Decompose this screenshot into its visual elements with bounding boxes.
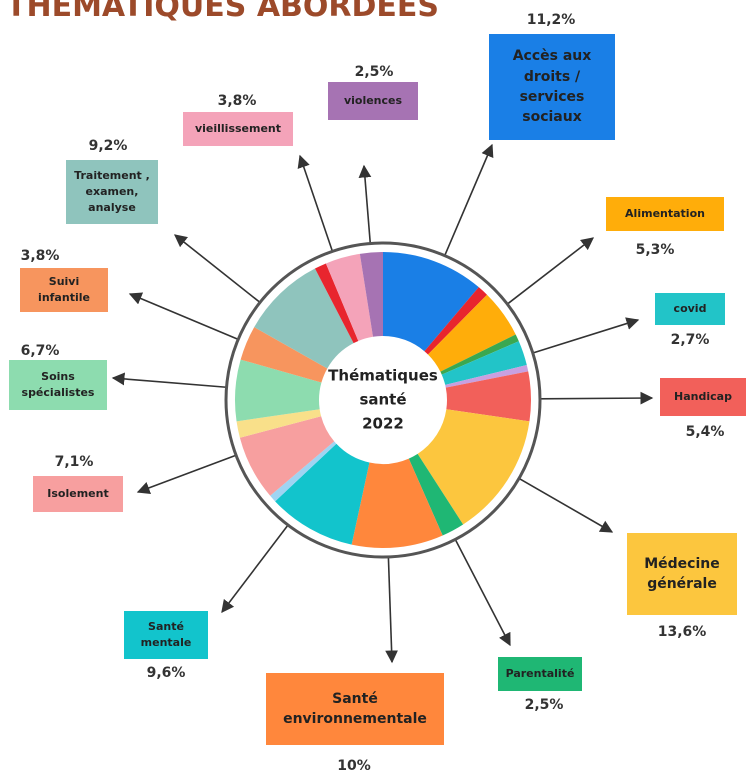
category-box: Santé environnementale [266, 673, 444, 745]
category-box: Santé mentale [124, 611, 208, 659]
donut-slice [445, 371, 531, 422]
value-label: 3,8% [20, 248, 60, 264]
value-label: 9,2% [88, 138, 128, 154]
arrow [297, 154, 334, 252]
donut-slice [424, 287, 487, 355]
donut-slice [275, 443, 370, 545]
arrow [506, 237, 595, 305]
category-box: covid [655, 293, 725, 325]
category-box: Traitement , examen, analyse [66, 160, 158, 224]
donut-slice [314, 263, 359, 344]
center-label: 2022 [362, 415, 404, 433]
donut-slice [236, 409, 322, 438]
category-box: vieillissement [183, 112, 293, 146]
arrow [539, 391, 654, 405]
arrow [358, 164, 372, 244]
arrow [221, 524, 289, 614]
donut-slice [445, 364, 529, 388]
arrow [136, 454, 237, 494]
value-label: 11,2% [526, 12, 576, 28]
value-label: 5,4% [685, 424, 725, 440]
value-label: 9,6% [146, 665, 186, 681]
arrow [454, 539, 511, 647]
category-box: Alimentation [606, 197, 724, 231]
value-label: 6,7% [20, 343, 60, 359]
category-box: violences [328, 82, 418, 120]
arrow [385, 556, 399, 664]
category-box: Handicap [660, 378, 746, 416]
donut-slice [383, 252, 479, 352]
donut-slice [254, 268, 354, 369]
category-box: Soins spécialistes [9, 360, 107, 410]
value-label: 2,5% [354, 64, 394, 80]
donut-slice [408, 453, 464, 536]
donut-slice [270, 441, 337, 502]
value-label: 5,3% [635, 242, 675, 258]
donut-slice [325, 253, 373, 341]
arrow [173, 234, 261, 304]
value-label: 10% [337, 758, 371, 774]
donut-slice [235, 359, 322, 422]
center-label: santé [359, 391, 406, 409]
arrow [111, 372, 227, 389]
value-label: 2,5% [524, 697, 564, 713]
donut-slice [239, 416, 335, 496]
donut-slice [427, 294, 516, 372]
value-label: 3,8% [217, 93, 257, 109]
category-box: Médecine générale [627, 533, 737, 615]
value-label: 7,1% [54, 454, 94, 470]
value-label: 2,7% [670, 332, 710, 348]
donut-slice [240, 327, 328, 383]
donut-slice [441, 341, 527, 385]
center-label: Thématiques [328, 367, 438, 385]
donut-slice [351, 458, 443, 549]
value-label: 13,6% [657, 624, 707, 640]
donut-slice [359, 252, 383, 337]
chart-title: THÉMATIQUES ABORDÉES [6, 0, 439, 24]
category-box: Parentalité [498, 657, 582, 691]
category-box: Isolement [33, 476, 123, 512]
arrow [443, 143, 494, 256]
donut-slice [417, 409, 530, 525]
arrow [532, 317, 640, 354]
arrow [128, 292, 239, 341]
category-box: Suivi infantile [20, 268, 108, 312]
arrow [518, 477, 614, 533]
category-box: Accès aux droits / services sociaux [489, 34, 615, 140]
donut-slice [440, 334, 519, 375]
